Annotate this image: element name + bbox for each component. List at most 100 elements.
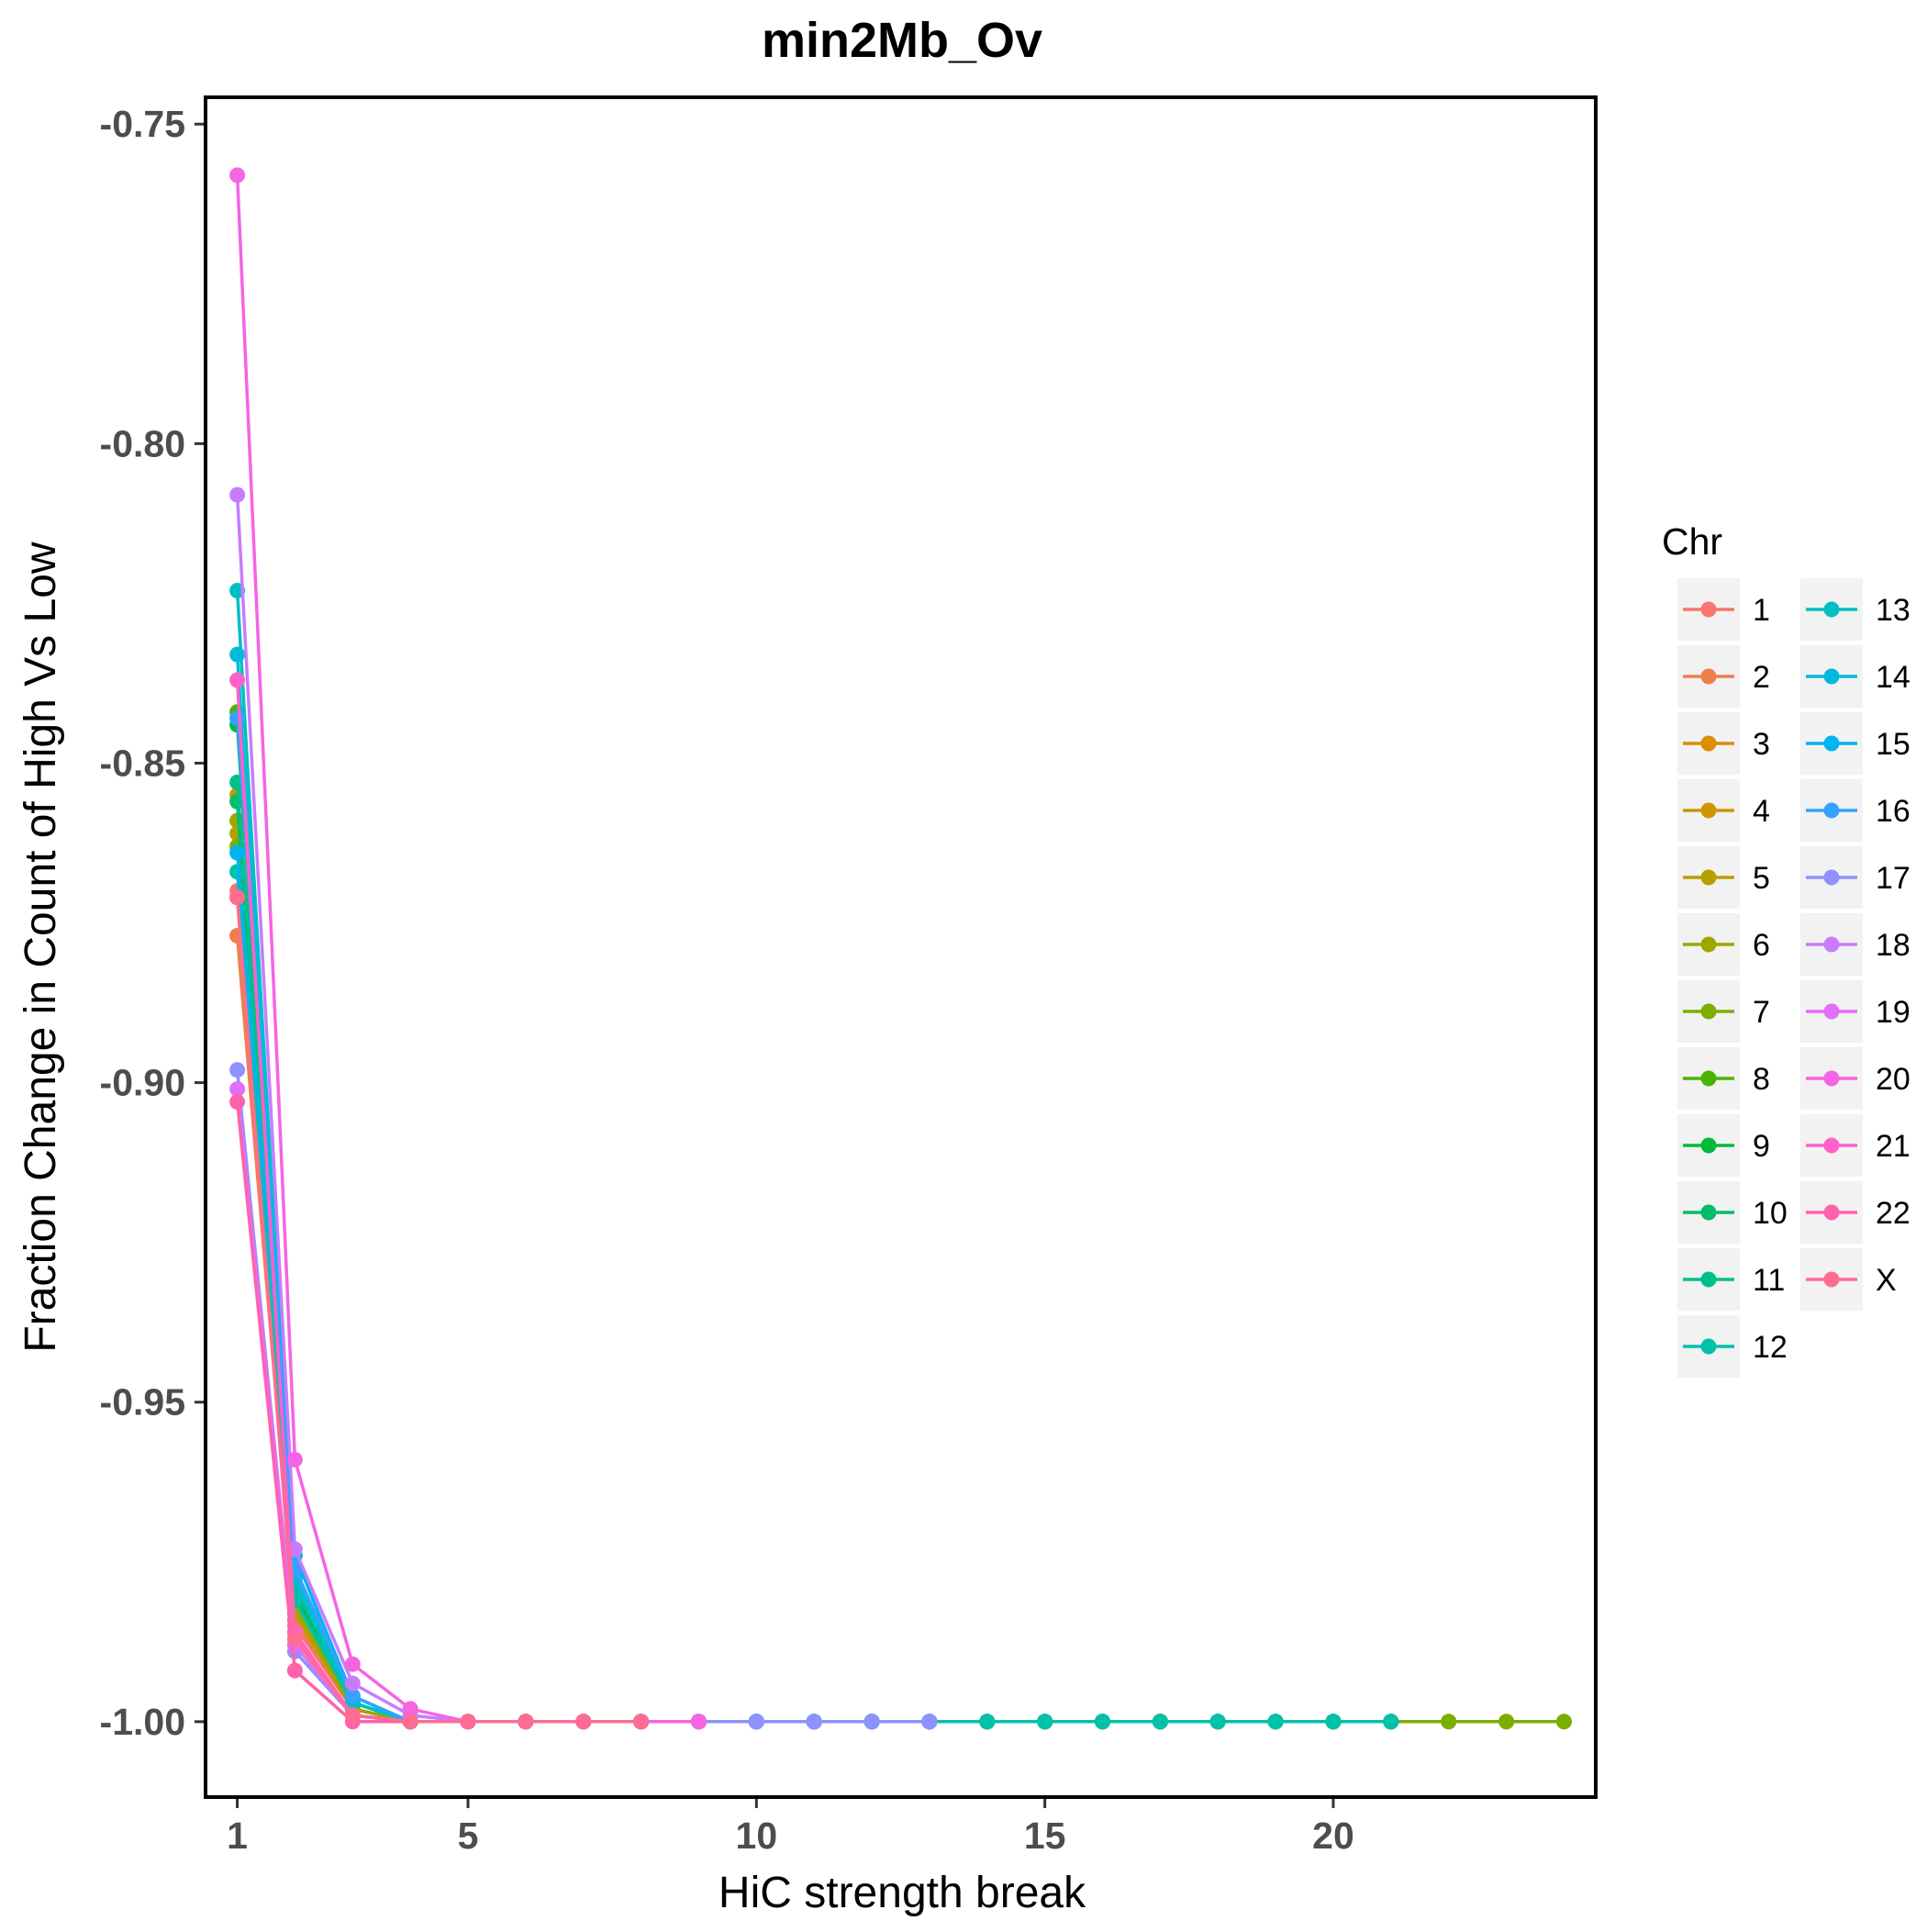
data-point: [344, 1688, 361, 1704]
y-tick-label: -0.95: [100, 1381, 185, 1424]
data-point: [229, 672, 246, 688]
legend-key-point: [1700, 1271, 1717, 1288]
data-point: [286, 1451, 303, 1468]
data-point: [1555, 1714, 1572, 1730]
legend-item: 3: [1677, 712, 1770, 775]
data-point: [344, 1707, 361, 1724]
y-tick-label: -1.00: [100, 1701, 185, 1743]
legend-item: 14: [1800, 645, 1910, 708]
data-point: [402, 1701, 418, 1717]
x-tick-label: 15: [1024, 1815, 1066, 1857]
data-point: [229, 1081, 246, 1098]
legend-title: Chr: [1662, 520, 1722, 563]
legend-item: 18: [1800, 913, 1910, 976]
x-tick-label: 20: [1312, 1815, 1354, 1857]
data-point: [1152, 1714, 1168, 1730]
data-point: [1095, 1714, 1110, 1730]
legend-label: 7: [1753, 995, 1770, 1030]
data-point: [1267, 1714, 1284, 1730]
data-point: [229, 646, 246, 663]
legend-key-point: [1700, 802, 1717, 819]
data-point: [229, 1062, 246, 1078]
data-point: [229, 844, 246, 861]
chart-title: min2Mb_Ov: [762, 13, 1042, 68]
data-point: [229, 167, 246, 184]
legend-item: 10: [1677, 1181, 1788, 1244]
legend-label: 13: [1876, 593, 1910, 628]
legend-label: 1: [1753, 593, 1770, 628]
legend-key-point: [1823, 1204, 1840, 1221]
legend-label: 2: [1753, 660, 1770, 695]
legend-item: 19: [1800, 980, 1910, 1043]
legend-label: 14: [1876, 660, 1910, 695]
legend-label: 17: [1876, 861, 1910, 896]
data-point: [402, 1714, 418, 1730]
legend-key-point: [1700, 1070, 1717, 1087]
legend-label: 21: [1876, 1129, 1910, 1164]
legend-key-point: [1700, 1003, 1717, 1020]
legend-item: 12: [1677, 1315, 1788, 1378]
data-point: [286, 1630, 303, 1647]
y-tick-label: -0.85: [100, 742, 185, 784]
data-point: [518, 1714, 534, 1730]
legend-label: 15: [1876, 727, 1910, 762]
legend-item: 13: [1800, 578, 1910, 641]
plot-series: [229, 167, 1572, 1730]
legend-item: 9: [1677, 1114, 1770, 1177]
data-point: [575, 1714, 592, 1730]
y-tick-label: -0.75: [100, 103, 185, 145]
legend-label: 19: [1876, 995, 1910, 1030]
legend-label: 5: [1753, 861, 1770, 896]
legend-label: 10: [1753, 1196, 1788, 1231]
legend-label: 22: [1876, 1196, 1910, 1231]
legend-item: 22: [1800, 1181, 1910, 1244]
legend-item: 8: [1677, 1047, 1770, 1110]
x-axis-ticks: 1 5 10 15 20: [227, 1797, 1354, 1857]
data-point: [979, 1714, 996, 1730]
data-point: [633, 1714, 650, 1730]
legend-label: 3: [1753, 727, 1770, 762]
y-axis-ticks: -0.75 -0.80 -0.85 -0.90 -0.95 -1.00: [100, 103, 206, 1743]
x-tick-label: 5: [458, 1815, 479, 1857]
legend-item: 1: [1677, 578, 1770, 641]
legend-label: X: [1876, 1263, 1897, 1298]
data-point: [691, 1714, 707, 1730]
data-point: [229, 1094, 246, 1110]
legend-item: 7: [1677, 980, 1770, 1043]
data-point: [748, 1714, 764, 1730]
legend-key-point: [1823, 1070, 1840, 1087]
x-tick-label: 10: [736, 1815, 778, 1857]
legend-key-point: [1823, 1137, 1840, 1154]
data-point: [1441, 1714, 1457, 1730]
data-point: [1209, 1714, 1226, 1730]
data-point: [921, 1714, 938, 1730]
data-point: [1498, 1714, 1515, 1730]
plot-panel-border: [204, 95, 1598, 1799]
legend-item: 6: [1677, 913, 1770, 976]
data-point: [286, 1662, 303, 1679]
legend-item: 17: [1800, 846, 1910, 909]
legend-label: 12: [1753, 1330, 1788, 1365]
data-point: [1383, 1714, 1399, 1730]
data-point: [863, 1714, 880, 1730]
legend-key-point: [1700, 601, 1717, 618]
legend-label: 18: [1876, 928, 1910, 963]
data-point: [229, 710, 246, 727]
legend-key-point: [1823, 936, 1840, 953]
data-point: [344, 1675, 361, 1692]
data-point: [229, 486, 246, 503]
legend-label: 20: [1876, 1062, 1910, 1097]
legend-key-point: [1823, 802, 1840, 819]
legend-key-point: [1700, 1204, 1717, 1221]
data-point: [229, 889, 246, 906]
legend-key-point: [1700, 936, 1717, 953]
legend-item: 11: [1677, 1248, 1785, 1311]
x-axis-title: HiC strength break: [718, 1869, 1086, 1917]
legend-item: 2: [1677, 645, 1770, 708]
legend-key-point: [1700, 735, 1717, 752]
legend-key-point: [1823, 601, 1840, 618]
legend-key-point: [1700, 668, 1717, 685]
data-point: [1325, 1714, 1342, 1730]
